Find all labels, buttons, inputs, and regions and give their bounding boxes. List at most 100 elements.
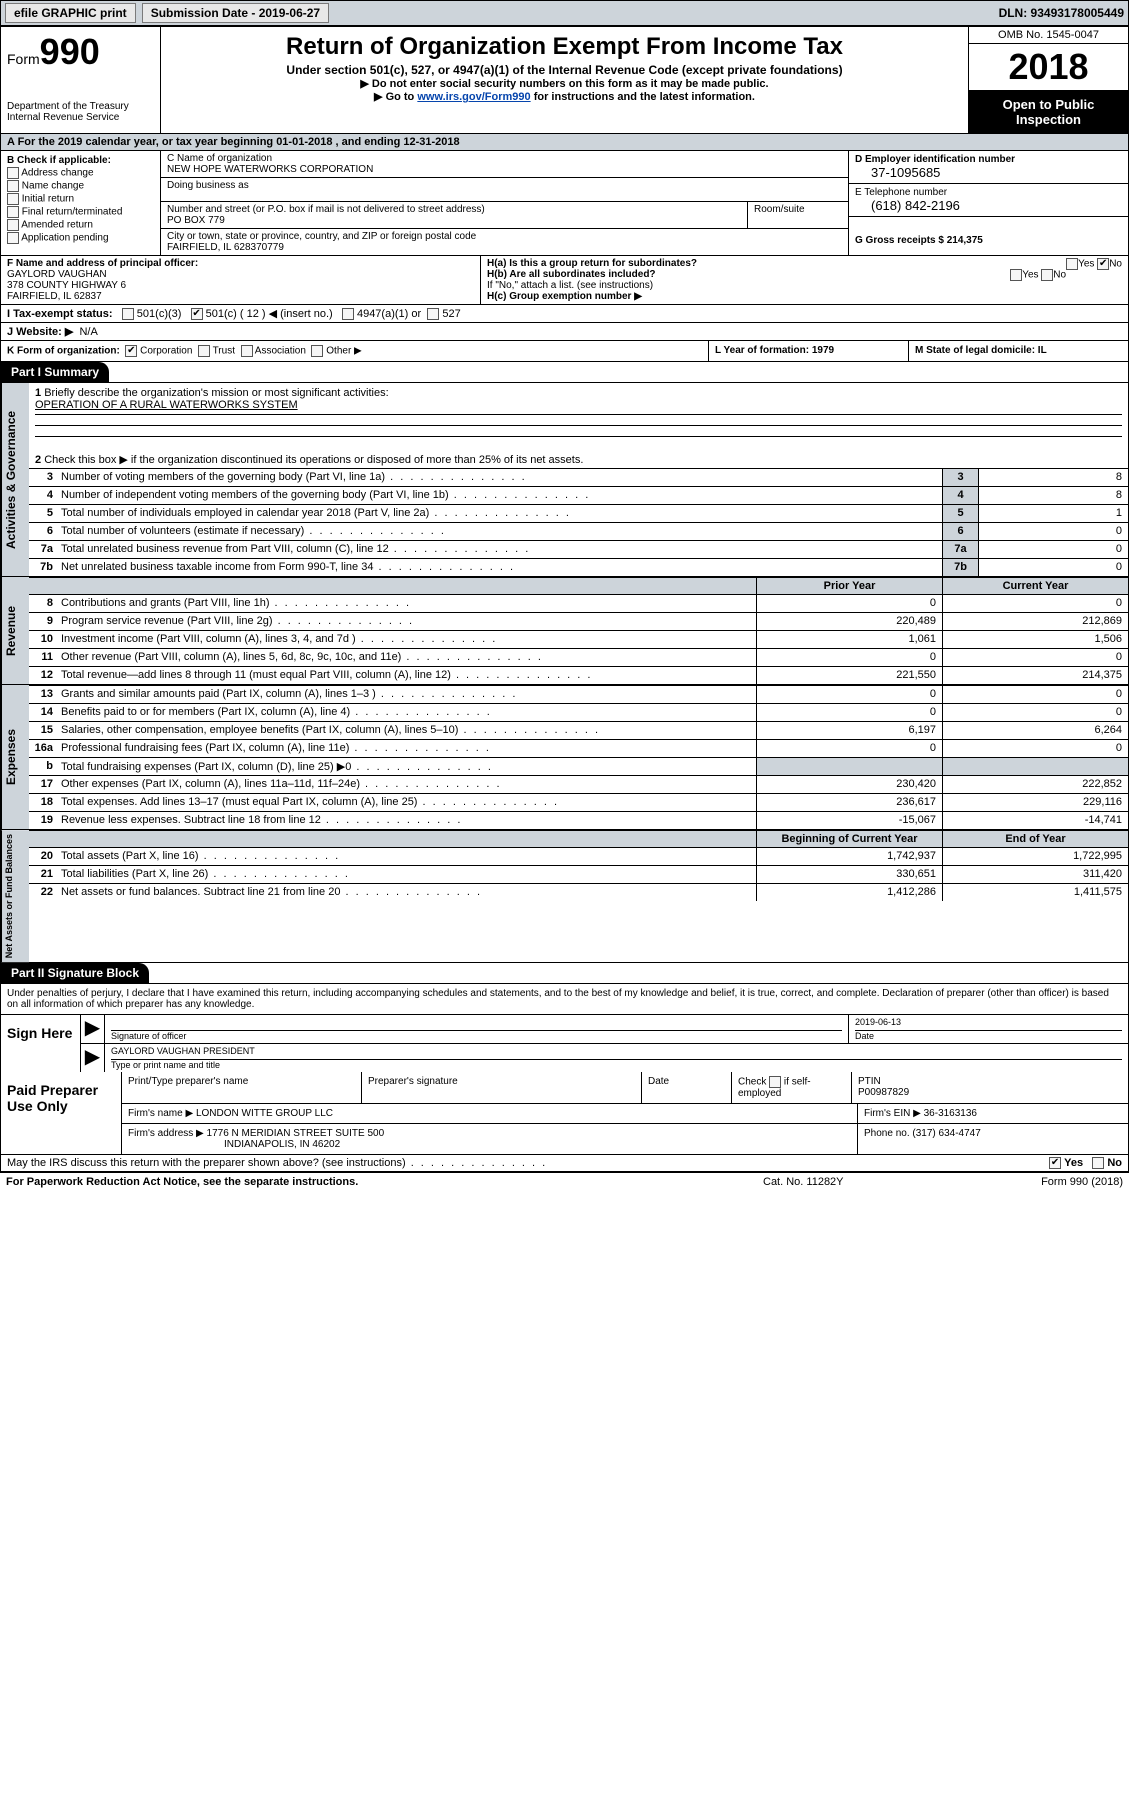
- arrow-icon: ▶: [81, 1015, 105, 1043]
- row-k: K Form of organization: Corporation Trus…: [1, 341, 1128, 362]
- discuss-question: May the IRS discuss this return with the…: [7, 1157, 547, 1169]
- cb-527[interactable]: [427, 308, 439, 320]
- opt-4947: 4947(a)(1) or: [357, 308, 421, 320]
- data-line: 20Total assets (Part X, line 16)1,742,93…: [29, 847, 1128, 865]
- opt-assoc: Association: [255, 346, 306, 357]
- cb-other[interactable]: [311, 345, 323, 357]
- mission-value: OPERATION OF A RURAL WATERWORKS SYSTEM: [35, 399, 298, 411]
- opt-trust: Trust: [213, 346, 235, 357]
- checkbox-initial-return[interactable]: [7, 193, 19, 205]
- cb-corp[interactable]: [125, 345, 137, 357]
- cb-501c[interactable]: [191, 308, 203, 320]
- opt-pending: Application pending: [21, 233, 108, 244]
- opt-amended: Amended return: [21, 220, 93, 231]
- perjury-text: Under penalties of perjury, I declare th…: [1, 984, 1128, 1015]
- ha-no-checkbox[interactable]: [1097, 258, 1109, 270]
- discuss-yes: Yes: [1064, 1157, 1083, 1169]
- submission-date-button[interactable]: Submission Date - 2019-06-27: [142, 3, 329, 23]
- discuss-no-checkbox[interactable]: [1092, 1157, 1104, 1169]
- footer-right: Form 990 (2018): [963, 1176, 1123, 1188]
- col-d: D Employer identification number 37-1095…: [848, 151, 1128, 255]
- gov-line: 7aTotal unrelated business revenue from …: [29, 540, 1128, 558]
- city-value: FAIRFIELD, IL 628370779: [167, 242, 842, 253]
- data-line: 11Other revenue (Part VIII, column (A), …: [29, 648, 1128, 666]
- opt-address-change: Address change: [21, 168, 93, 179]
- cb-self-employed[interactable]: [769, 1076, 781, 1088]
- opt-501c: 501(c) ( 12 ) ◀ (insert no.): [206, 308, 333, 320]
- row-a-tax-year: A For the 2019 calendar year, or tax yea…: [1, 134, 1128, 151]
- sign-here-label: Sign Here: [1, 1015, 81, 1072]
- gov-line: 4Number of independent voting members of…: [29, 486, 1128, 504]
- hb-label: H(b) Are all subordinates included?: [487, 269, 656, 280]
- efile-print-button[interactable]: efile GRAPHIC print: [5, 3, 136, 23]
- discuss-yes-checkbox[interactable]: [1049, 1157, 1061, 1169]
- opt-name-change: Name change: [22, 181, 84, 192]
- gross-receipts: G Gross receipts $ 214,375: [855, 235, 1122, 246]
- col-prior-year: Prior Year: [756, 578, 942, 594]
- row-i-label: I Tax-exempt status:: [7, 308, 113, 320]
- cb-trust[interactable]: [198, 345, 210, 357]
- hc-label: H(c) Group exemption number ▶: [487, 291, 1122, 302]
- firm-ein: Firm's EIN ▶ 36-3163136: [858, 1104, 1128, 1123]
- col-b: B Check if applicable: Address change Na…: [1, 151, 161, 255]
- prep-self-emp: Check if self-employed: [732, 1072, 852, 1103]
- expenses-section: Expenses 13Grants and similar amounts pa…: [1, 684, 1128, 829]
- col-current-year: Current Year: [942, 578, 1128, 594]
- checkbox-address-change[interactable]: [7, 167, 19, 179]
- discuss-row: May the IRS discuss this return with the…: [1, 1155, 1128, 1171]
- hb-row: H(b) Are all subordinates included? Yes …: [487, 269, 1122, 280]
- inspect-line1: Open to Public: [971, 97, 1126, 112]
- cb-assoc[interactable]: [241, 345, 253, 357]
- preparer-side-label: Paid Preparer Use Only: [1, 1072, 121, 1154]
- subtitle-2: ▶ Do not enter social security numbers o…: [167, 77, 962, 90]
- cb-501c3[interactable]: [122, 308, 134, 320]
- prep-ptin: PTINP00987829: [852, 1072, 1128, 1103]
- gov-line: 5Total number of individuals employed in…: [29, 504, 1128, 522]
- part-i-header: Part I Summary: [1, 362, 1128, 383]
- col-beginning-year: Beginning of Current Year: [756, 831, 942, 847]
- row-j: J Website: ▶ N/A: [1, 323, 1128, 341]
- ha-no: No: [1109, 259, 1122, 270]
- year-formation: L Year of formation: 1979: [708, 341, 908, 361]
- prep-sig-label: Preparer's signature: [362, 1072, 642, 1103]
- opt-527: 527: [442, 308, 460, 320]
- tab-governance: Activities & Governance: [1, 383, 29, 576]
- part-ii-header: Part II Signature Block: [1, 962, 1128, 984]
- gov-line: 6Total number of volunteers (estimate if…: [29, 522, 1128, 540]
- ein-value: 37-1095685: [855, 165, 1122, 180]
- hb-no-checkbox[interactable]: [1041, 269, 1053, 281]
- hb-yes-checkbox[interactable]: [1010, 269, 1022, 281]
- data-line: 16aProfessional fundraising fees (Part I…: [29, 739, 1128, 757]
- checkbox-name-change[interactable]: [7, 180, 19, 192]
- dln-label: DLN: 93493178005449: [999, 6, 1124, 20]
- section-bcd: B Check if applicable: Address change Na…: [1, 151, 1128, 256]
- form-title: Return of Organization Exempt From Incom…: [167, 33, 962, 61]
- footer: For Paperwork Reduction Act Notice, see …: [0, 1172, 1129, 1191]
- data-line: 9Program service revenue (Part VIII, lin…: [29, 612, 1128, 630]
- checkbox-final-return[interactable]: [7, 206, 19, 218]
- data-line: 19Revenue less expenses. Subtract line 1…: [29, 811, 1128, 829]
- omb-label: OMB No. 1545-0047: [969, 27, 1128, 44]
- state-domicile: M State of legal domicile: IL: [908, 341, 1128, 361]
- checkbox-pending[interactable]: [7, 232, 19, 244]
- sig-date-value: 2019-06-13: [855, 1017, 1122, 1031]
- discuss-no: No: [1107, 1157, 1122, 1169]
- firm-address: Firm's address ▶ 1776 N MERIDIAN STREET …: [122, 1124, 858, 1154]
- col-c: C Name of organization NEW HOPE WATERWOR…: [161, 151, 848, 255]
- data-line: 10Investment income (Part VIII, column (…: [29, 630, 1128, 648]
- firm-name: Firm's name ▶ LONDON WITTE GROUP LLC: [122, 1104, 858, 1123]
- cb-4947[interactable]: [342, 308, 354, 320]
- sub3-post: for instructions and the latest informat…: [531, 91, 755, 103]
- footer-mid: Cat. No. 11282Y: [763, 1176, 963, 1188]
- row-k-label: K Form of organization:: [7, 346, 120, 357]
- inspect-line2: Inspection: [971, 112, 1126, 127]
- instructions-link[interactable]: www.irs.gov/Form990: [417, 91, 530, 103]
- ha-yes-checkbox[interactable]: [1066, 258, 1078, 270]
- preparer-section: Paid Preparer Use Only Print/Type prepar…: [1, 1072, 1128, 1155]
- data-line: 13Grants and similar amounts paid (Part …: [29, 685, 1128, 703]
- subtitle-1: Under section 501(c), 527, or 4947(a)(1)…: [167, 63, 962, 77]
- data-line: 21Total liabilities (Part X, line 26)330…: [29, 865, 1128, 883]
- data-line: bTotal fundraising expenses (Part IX, co…: [29, 757, 1128, 775]
- ha-yes: Yes: [1078, 259, 1094, 270]
- checkbox-amended[interactable]: [7, 219, 19, 231]
